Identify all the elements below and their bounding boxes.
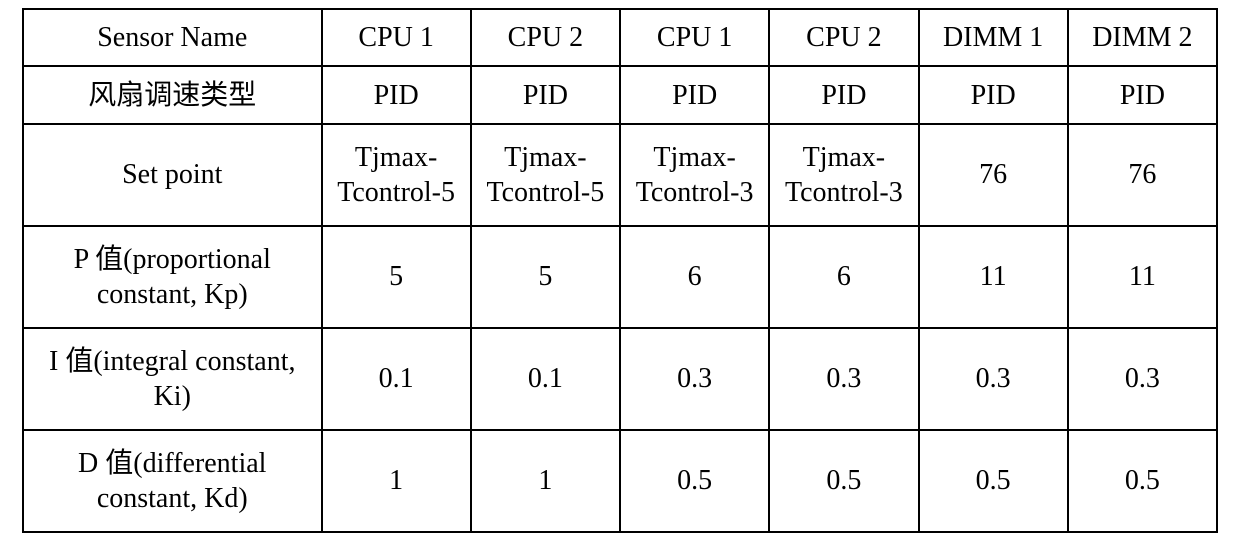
table-cell: Tjmax-Tcontrol-3 [620,124,769,226]
table-cell: 0.3 [620,328,769,430]
table-cell: 0.5 [1068,430,1217,532]
row-label: I 值(integral constant, Ki) [23,328,322,430]
table-cell: PID [620,66,769,123]
table-cell: 0.3 [769,328,918,430]
table-cell: 5 [322,226,471,328]
row-label: 风扇调速类型 [23,66,322,123]
row-label: Sensor Name [23,9,322,66]
table-row: D 值(differential constant, Kd) 1 1 0.5 0… [23,430,1217,532]
pid-parameters-table: Sensor Name CPU 1 CPU 2 CPU 1 CPU 2 DIMM… [22,8,1218,533]
table-cell: PID [769,66,918,123]
table-cell: DIMM 2 [1068,9,1217,66]
table-container: Sensor Name CPU 1 CPU 2 CPU 1 CPU 2 DIMM… [0,0,1240,541]
row-label: D 值(differential constant, Kd) [23,430,322,532]
table-cell: 0.5 [620,430,769,532]
table-cell: CPU 2 [769,9,918,66]
row-label: Set point [23,124,322,226]
table-cell: 0.5 [769,430,918,532]
table-cell: 1 [322,430,471,532]
table-cell: PID [1068,66,1217,123]
table-row: Sensor Name CPU 1 CPU 2 CPU 1 CPU 2 DIMM… [23,9,1217,66]
table-row: Set point Tjmax-Tcontrol-5 Tjmax-Tcontro… [23,124,1217,226]
table-cell: CPU 1 [322,9,471,66]
table-cell: Tjmax-Tcontrol-5 [471,124,620,226]
table-row: I 值(integral constant, Ki) 0.1 0.1 0.3 0… [23,328,1217,430]
table-cell: PID [919,66,1068,123]
table-cell: 76 [919,124,1068,226]
table-cell: DIMM 1 [919,9,1068,66]
table-cell: PID [322,66,471,123]
table-cell: 76 [1068,124,1217,226]
table-cell: 0.5 [919,430,1068,532]
table-row: P 值(proportional constant, Kp) 5 5 6 6 1… [23,226,1217,328]
table-cell: 0.1 [471,328,620,430]
table-cell: Tjmax-Tcontrol-5 [322,124,471,226]
table-cell: 5 [471,226,620,328]
row-label: P 值(proportional constant, Kp) [23,226,322,328]
table-cell: 1 [471,430,620,532]
table-cell: CPU 2 [471,9,620,66]
table-cell: 11 [1068,226,1217,328]
table-cell: 11 [919,226,1068,328]
table-cell: 0.1 [322,328,471,430]
table-cell: 6 [769,226,918,328]
table-cell: 6 [620,226,769,328]
table-cell: Tjmax-Tcontrol-3 [769,124,918,226]
table-cell: 0.3 [1068,328,1217,430]
table-cell: CPU 1 [620,9,769,66]
table-row: 风扇调速类型 PID PID PID PID PID PID [23,66,1217,123]
table-cell: 0.3 [919,328,1068,430]
table-cell: PID [471,66,620,123]
